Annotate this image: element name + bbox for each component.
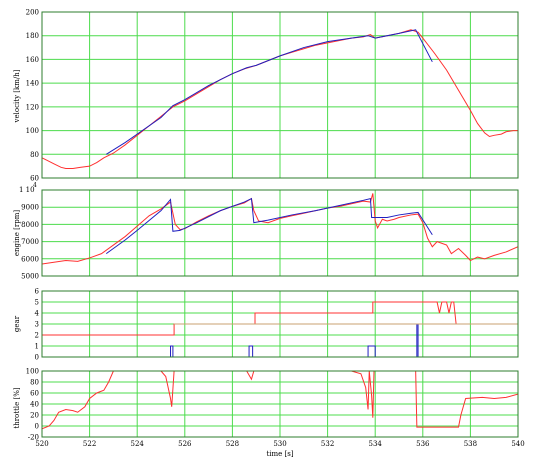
- throttle-ytick-label: 60: [30, 390, 39, 398]
- engine-ytick-label: 7000: [21, 238, 39, 246]
- engine-ytick-label: 6000: [21, 255, 39, 263]
- throttle-xtick-label: 528: [226, 440, 239, 448]
- engine-ylabel: engine [rpm]: [13, 210, 21, 256]
- gear-ytick-label: 4: [35, 310, 40, 318]
- throttle-xtick-label: 532: [321, 440, 334, 448]
- gear-ytick-label: 5: [35, 299, 39, 307]
- velocity-ytick-label: 60: [30, 175, 39, 183]
- velocity-series-0-line: [42, 29, 518, 170]
- throttle-ytick-label: 40: [30, 401, 39, 409]
- gear-ytick-label: 3: [35, 321, 39, 329]
- velocity-ytick-label: 80: [30, 151, 39, 159]
- throttle-xtick-label: 540: [511, 440, 524, 448]
- throttle-ytick-label: 100: [26, 368, 39, 376]
- throttle-ytick-label: 0: [35, 423, 39, 431]
- engine-plot-border: [41, 189, 519, 277]
- velocity-ytick-label: 160: [26, 56, 39, 64]
- velocity-ytick-label: 100: [26, 127, 39, 135]
- engine-series-1-line: [105, 197, 433, 255]
- velocity-panel: velocity [km/h] 60 80 100 120 140 160 180 200: [13, 9, 519, 183]
- velocity-plot-border: [41, 11, 519, 179]
- velocity-ytick-label: 200: [26, 9, 39, 17]
- engine-ytick-label: 5000: [21, 273, 39, 281]
- gear-ytick-label: 6: [35, 288, 40, 296]
- throttle-series-0-line: [42, 371, 518, 430]
- throttle-xtick-label: 522: [83, 440, 96, 448]
- throttle-xtick-label: 526: [178, 440, 192, 448]
- gear-ytick-label: 2: [35, 332, 39, 340]
- throttle-xtick-label: 536: [416, 440, 430, 448]
- velocity-ytick-label: 180: [26, 32, 39, 40]
- throttle-xtick-label: 530: [273, 440, 286, 448]
- engine-panel: engine [rpm] 1 10 4 5000 6000 7000 8000 9000: [13, 182, 519, 281]
- velocity-ytick-label: 120: [26, 103, 39, 111]
- throttle-xtick-label: 534: [369, 440, 383, 448]
- engine-ytick-label: 9000: [21, 204, 39, 212]
- gear-ylabel: gear: [13, 315, 21, 332]
- throttle-ytick-label: -20: [28, 434, 39, 442]
- velocity-ylabel: velocity [km/h]: [13, 69, 21, 123]
- gear-plot-border: [41, 290, 519, 358]
- throttle-xtick-label: 538: [464, 440, 477, 448]
- throttle-panel: throttle [%] time [s] -20 0 20 40 60 80 100 520…: [13, 368, 525, 459]
- engine-multiplier: 1 10: [19, 186, 35, 194]
- throttle-xlabel: time [s]: [266, 450, 293, 458]
- engine-exponent: 4: [33, 182, 37, 189]
- throttle-xtick-label: 524: [131, 440, 145, 448]
- velocity-ytick-label: 140: [26, 80, 39, 88]
- throttle-ytick-label: 20: [30, 412, 39, 420]
- gear-ytick-label: 1: [35, 343, 39, 351]
- gear-ytick-label: 0: [35, 354, 39, 362]
- throttle-xtick-label: 520: [35, 440, 48, 448]
- engine-ytick-label: 8000: [21, 221, 39, 229]
- throttle-plot-border: [41, 370, 519, 438]
- throttle-ylabel: throttle [%]: [13, 387, 21, 428]
- velocity-series-1-line: [105, 29, 433, 155]
- gear-panel: gear 0 1 2 3 4 5 6: [13, 288, 519, 362]
- throttle-ytick-label: 80: [30, 379, 39, 387]
